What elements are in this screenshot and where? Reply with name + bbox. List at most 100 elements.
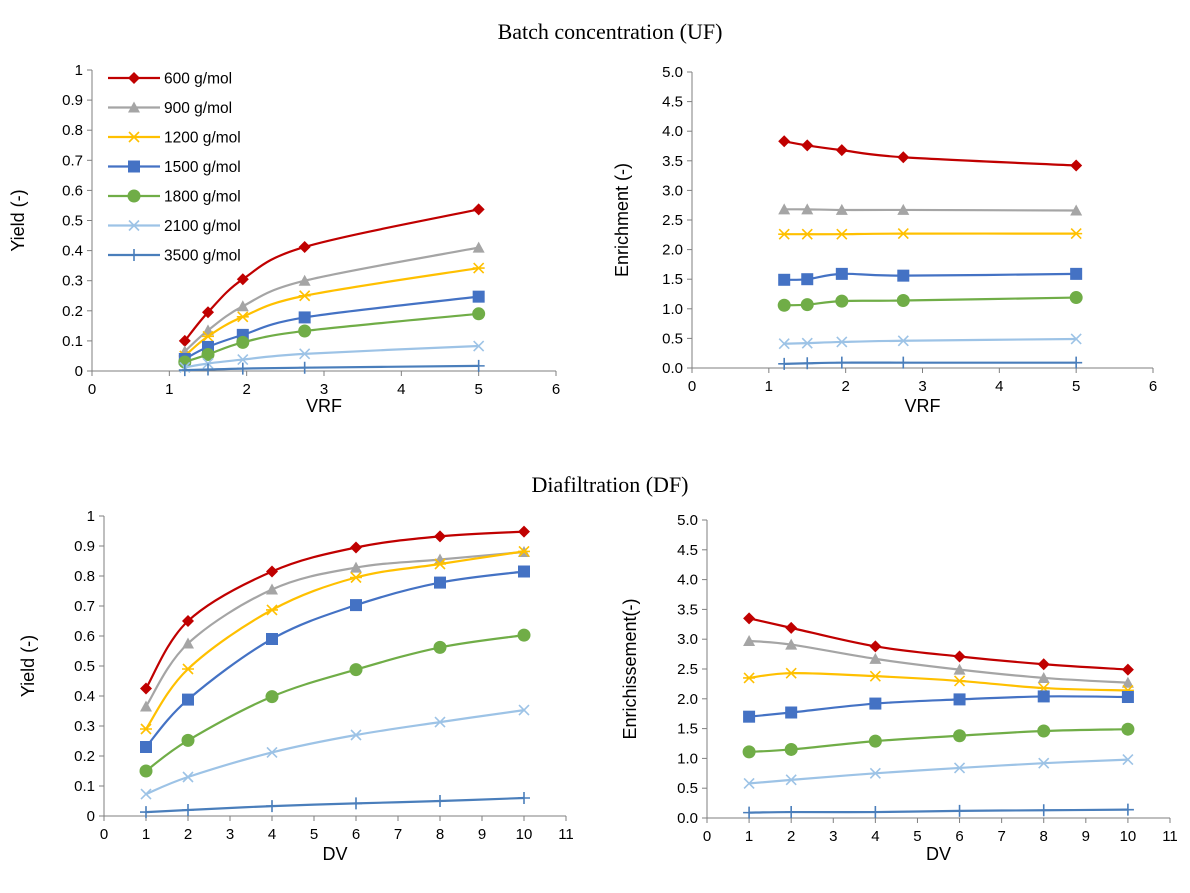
series-line-600 xyxy=(145,530,525,690)
data-point-3500 xyxy=(835,356,848,369)
legend-swatch-marker xyxy=(128,72,140,84)
data-point-1200 xyxy=(778,228,791,240)
legend-label: 1800 g/mol xyxy=(164,189,241,206)
data-point-600 xyxy=(801,139,814,152)
series-line-1200 xyxy=(784,232,1077,236)
data-point-3500 xyxy=(778,357,791,370)
legend-swatch-marker xyxy=(128,101,140,113)
legend-label: 600 g/mol xyxy=(164,71,232,88)
y-tick-label: 0 xyxy=(75,363,83,380)
x-tick-label: 0 xyxy=(688,378,696,395)
series-line-1500 xyxy=(748,695,1128,718)
series-2100 xyxy=(743,754,1134,789)
x-tick-label: 11 xyxy=(558,826,574,843)
data-point-600 xyxy=(350,541,362,554)
y-tick-label: 0.3 xyxy=(62,273,83,290)
data-point-1200 xyxy=(897,228,910,240)
data-point-900 xyxy=(1121,676,1134,688)
data-point-1800 xyxy=(896,294,910,308)
series-line-1200 xyxy=(184,266,479,357)
data-point-900 xyxy=(298,274,311,286)
data-point-3500 xyxy=(266,800,278,813)
data-point-900 xyxy=(743,634,756,646)
data-point-1200 xyxy=(236,311,249,323)
y-tick-label: 3.0 xyxy=(662,182,683,199)
x-tick-label: 2 xyxy=(841,378,849,395)
data-point-1800 xyxy=(433,640,447,654)
x-tick-label: 2 xyxy=(184,826,192,843)
y-tick-label: 0.2 xyxy=(74,748,95,765)
data-point-900 xyxy=(140,700,152,712)
series-line-3500 xyxy=(749,808,1128,814)
y-tick-label: 4.0 xyxy=(662,123,683,140)
data-point-1500 xyxy=(743,710,756,723)
data-point-1500 xyxy=(1121,691,1134,704)
data-point-2100 xyxy=(778,338,790,350)
series-line-1500 xyxy=(145,570,525,748)
data-point-1500 xyxy=(140,741,152,753)
series-1800 xyxy=(139,628,531,778)
series-1800 xyxy=(742,722,1135,759)
data-point-2100 xyxy=(1122,754,1134,766)
data-point-900 xyxy=(266,583,278,595)
y-tick-label: 0.0 xyxy=(677,810,698,827)
y-tick-label: 1.5 xyxy=(662,271,683,288)
x-tick-label: 5 xyxy=(310,826,318,843)
legend-swatch-marker xyxy=(128,160,140,173)
y-axis-label: Enrichment (-) xyxy=(612,163,632,277)
data-point-3500 xyxy=(182,804,194,816)
legend-item-600: 600 g/mol xyxy=(108,71,232,88)
x-tick-label: 4 xyxy=(995,378,1003,395)
series-1200 xyxy=(178,262,485,362)
data-point-600 xyxy=(897,151,910,164)
y-tick-label: 4.0 xyxy=(677,572,698,589)
y-tick-label: 2.5 xyxy=(662,212,683,229)
x-axis-label: VRF xyxy=(306,396,342,416)
y-tick-label: 2.0 xyxy=(677,691,698,708)
series-line-2100 xyxy=(748,758,1128,785)
data-point-1500 xyxy=(434,576,446,589)
data-point-600 xyxy=(178,334,191,347)
y-tick-label: 0.8 xyxy=(74,568,95,585)
series-600 xyxy=(778,135,1083,172)
series-line-600 xyxy=(748,617,1128,671)
data-point-600 xyxy=(182,615,194,627)
series-line-1800 xyxy=(784,296,1077,307)
data-point-1800 xyxy=(201,347,215,361)
y-tick-label: 4.5 xyxy=(662,94,683,111)
x-tick-label: 3 xyxy=(918,378,926,395)
x-tick-label: 6 xyxy=(552,381,560,398)
series-line-900 xyxy=(145,550,525,708)
data-point-900 xyxy=(778,203,791,215)
data-point-900 xyxy=(897,203,910,215)
y-tick-label: 1.0 xyxy=(662,301,683,318)
data-point-1800 xyxy=(1069,291,1083,305)
data-point-1200 xyxy=(801,228,814,240)
y-tick-label: 0.5 xyxy=(74,658,95,675)
chart-uf-enrichment: 0 1 2 3 4 5 6 0.0 0.5 1.0 1.5 2.0 2.5 3.0 3.5 4.0 4.5 5.0… xyxy=(612,64,1157,416)
y-tick-label: 3.0 xyxy=(677,631,698,648)
x-tick-label: 1 xyxy=(165,381,173,398)
series-600 xyxy=(743,612,1134,676)
data-point-600 xyxy=(140,682,152,695)
data-point-1500 xyxy=(1070,267,1083,280)
data-point-2100 xyxy=(182,771,194,783)
x-tick-label: 3 xyxy=(226,826,234,843)
x-axis-label: DV xyxy=(926,844,951,864)
data-point-2100 xyxy=(869,767,881,779)
legend-item-2100: 2100 g/mol xyxy=(108,218,241,235)
legend-swatch-marker xyxy=(128,249,140,261)
legend-label: 1200 g/mol xyxy=(164,130,241,147)
x-tick-label: 3 xyxy=(829,828,837,845)
data-point-1200 xyxy=(869,670,882,682)
series-1800 xyxy=(178,307,486,369)
legend-label: 1500 g/mol xyxy=(164,159,241,176)
y-tick-label: 0.2 xyxy=(62,303,83,320)
data-point-1200 xyxy=(785,667,798,679)
y-tick-label: 1 xyxy=(87,508,95,525)
data-point-3500 xyxy=(743,806,756,819)
series-line-1800 xyxy=(749,728,1128,753)
data-point-2100 xyxy=(836,336,848,348)
data-point-1200 xyxy=(350,571,362,584)
